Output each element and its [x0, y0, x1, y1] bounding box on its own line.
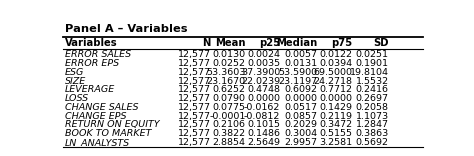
Text: 0.0251: 0.0251	[356, 50, 389, 59]
Text: 0.3863: 0.3863	[356, 129, 389, 138]
Text: 69.5000: 69.5000	[313, 68, 352, 77]
Text: LEVERAGE: LEVERAGE	[65, 85, 115, 94]
Text: Variables: Variables	[65, 38, 118, 48]
Text: 0.0790: 0.0790	[212, 94, 246, 103]
Text: 19.8104: 19.8104	[350, 68, 389, 77]
Text: 0.6092: 0.6092	[284, 85, 317, 94]
Text: 0.3004: 0.3004	[284, 129, 317, 138]
Text: p25: p25	[259, 38, 281, 48]
Text: Panel A – Variables: Panel A – Variables	[65, 24, 187, 34]
Text: 12,577: 12,577	[178, 138, 210, 147]
Text: 0.5692: 0.5692	[356, 138, 389, 147]
Text: 1.5532: 1.5532	[356, 77, 389, 86]
Text: 0.4748: 0.4748	[247, 85, 281, 94]
Text: 0.0122: 0.0122	[319, 50, 352, 59]
Text: ERROR EPS: ERROR EPS	[65, 59, 119, 68]
Text: 0.0857: 0.0857	[284, 112, 317, 121]
Text: 0.2697: 0.2697	[356, 94, 389, 103]
Text: 0.0024: 0.0024	[247, 50, 281, 59]
Text: LOSS: LOSS	[65, 94, 89, 103]
Text: 22.0239: 22.0239	[241, 77, 281, 86]
Text: 24.2718: 24.2718	[313, 77, 352, 86]
Text: 0.0517: 0.0517	[284, 103, 317, 112]
Text: 0.5155: 0.5155	[319, 129, 352, 138]
Text: CHANGE EPS: CHANGE EPS	[65, 112, 126, 121]
Text: 0.7712: 0.7712	[319, 85, 352, 94]
Text: 12,577: 12,577	[178, 112, 210, 121]
Text: 0.0775: 0.0775	[212, 103, 246, 112]
Text: 0.1015: 0.1015	[247, 120, 281, 129]
Text: 23.1670: 23.1670	[206, 77, 246, 86]
Text: 0.2106: 0.2106	[212, 120, 246, 129]
Text: Median: Median	[276, 38, 317, 48]
Text: SD: SD	[373, 38, 389, 48]
Text: 0.0000: 0.0000	[284, 94, 317, 103]
Text: 53.5900: 53.5900	[278, 68, 317, 77]
Text: 12,577: 12,577	[178, 50, 210, 59]
Text: 0.0057: 0.0057	[284, 50, 317, 59]
Text: ESG: ESG	[65, 68, 84, 77]
Text: 0.0000: 0.0000	[319, 94, 352, 103]
Text: 0.2058: 0.2058	[356, 103, 389, 112]
Text: 0.0131: 0.0131	[284, 59, 317, 68]
Text: 0.3472: 0.3472	[319, 120, 352, 129]
Text: 12,577: 12,577	[178, 77, 210, 86]
Text: 0.0252: 0.0252	[212, 59, 246, 68]
Text: 12,577: 12,577	[178, 103, 210, 112]
Text: -0.0812: -0.0812	[244, 112, 281, 121]
Text: 2.9957: 2.9957	[284, 138, 317, 147]
Text: Mean: Mean	[215, 38, 246, 48]
Text: 12,577: 12,577	[178, 129, 210, 138]
Text: 1.1073: 1.1073	[356, 112, 389, 121]
Text: -0.0001: -0.0001	[209, 112, 246, 121]
Text: N: N	[202, 38, 210, 48]
Text: -0.0162: -0.0162	[244, 103, 281, 112]
Text: 0.0394: 0.0394	[319, 59, 352, 68]
Text: LN_ANALYSTS: LN_ANALYSTS	[65, 138, 130, 147]
Text: 0.1429: 0.1429	[319, 103, 352, 112]
Text: 12,577: 12,577	[178, 120, 210, 129]
Text: 0.2119: 0.2119	[319, 112, 352, 121]
Text: 12,577: 12,577	[178, 94, 210, 103]
Text: RETURN ON EQUITY: RETURN ON EQUITY	[65, 120, 159, 129]
Text: 0.2029: 0.2029	[284, 120, 317, 129]
Text: 12,577: 12,577	[178, 59, 210, 68]
Text: 0.6252: 0.6252	[212, 85, 246, 94]
Text: 0.0035: 0.0035	[247, 59, 281, 68]
Text: 53.3603: 53.3603	[206, 68, 246, 77]
Text: 23.1197: 23.1197	[278, 77, 317, 86]
Text: 2.5649: 2.5649	[247, 138, 281, 147]
Text: SIZE: SIZE	[65, 77, 86, 86]
Text: 0.1486: 0.1486	[247, 129, 281, 138]
Text: 1.2847: 1.2847	[356, 120, 389, 129]
Text: 0.0130: 0.0130	[212, 50, 246, 59]
Text: 0.3822: 0.3822	[212, 129, 246, 138]
Text: 0.2416: 0.2416	[356, 85, 389, 94]
Text: 3.2581: 3.2581	[319, 138, 352, 147]
Text: BOOK TO MARKET: BOOK TO MARKET	[65, 129, 151, 138]
Text: 12,577: 12,577	[178, 85, 210, 94]
Text: 37.3900: 37.3900	[241, 68, 281, 77]
Text: 12,577: 12,577	[178, 68, 210, 77]
Text: p75: p75	[331, 38, 352, 48]
Text: 2.8854: 2.8854	[212, 138, 246, 147]
Text: 0.0000: 0.0000	[247, 94, 281, 103]
Text: CHANGE SALES: CHANGE SALES	[65, 103, 138, 112]
Text: ERROR SALES: ERROR SALES	[65, 50, 131, 59]
Text: 0.1901: 0.1901	[356, 59, 389, 68]
